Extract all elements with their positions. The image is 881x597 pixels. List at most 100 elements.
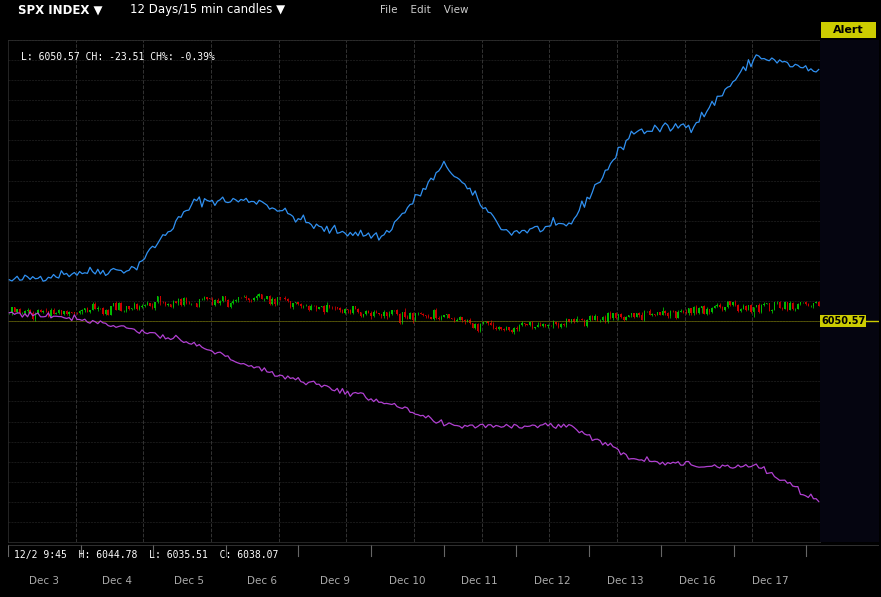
Bar [79,311,80,313]
Text: Dec 17: Dec 17 [751,576,788,586]
Bar [425,315,426,316]
Bar [412,313,413,320]
Bar [768,303,770,310]
Bar [121,303,122,311]
Bar [92,304,93,310]
Bar [599,319,601,321]
Bar [402,312,403,323]
Bar [146,303,148,304]
Bar [347,309,348,310]
Bar [89,310,91,312]
Bar [464,320,465,321]
Bar [399,315,400,323]
Bar [24,310,26,313]
Bar [448,315,450,318]
Bar [383,312,385,316]
Bar [69,312,70,314]
Bar [138,307,140,309]
Bar [552,322,554,325]
Bar [246,297,247,298]
Bar [129,306,130,309]
Text: Dec 10: Dec 10 [389,576,426,586]
Bar [255,296,257,297]
Bar [602,316,603,319]
Bar [477,324,478,331]
Bar [53,309,55,313]
Bar [753,307,754,312]
Bar [584,319,585,326]
Bar [204,297,205,298]
Bar [131,308,132,309]
Bar [508,327,510,330]
Bar [310,306,312,310]
Bar [659,312,661,315]
Bar [323,306,325,312]
Bar [344,309,345,313]
Bar [222,296,224,301]
Bar [732,302,734,305]
Bar [173,301,174,307]
Bar [563,324,565,325]
Bar [350,310,351,313]
Bar [696,307,697,313]
Bar [258,294,260,296]
Bar [107,309,109,315]
Bar [157,297,159,302]
Bar [714,306,715,308]
Bar [118,303,119,309]
Bar [485,321,486,322]
Bar [454,319,455,321]
Bar [716,304,718,306]
Bar [688,308,689,313]
Text: Dec 5: Dec 5 [174,576,204,586]
Bar [415,313,416,320]
Bar [307,306,309,310]
Bar [708,309,710,312]
Bar [745,306,746,310]
Bar [472,324,473,328]
Text: Dec 16: Dec 16 [679,576,716,586]
Bar [703,306,705,314]
Bar [555,322,557,324]
Bar [594,316,596,320]
Bar [514,328,515,333]
Bar [37,310,39,313]
Bar [34,313,36,319]
Bar [42,311,44,312]
Bar [277,297,278,304]
Bar [479,324,481,331]
Bar [170,304,172,307]
Bar [17,309,18,312]
Bar [537,325,538,327]
Text: Dec 3: Dec 3 [29,576,59,586]
Bar [178,299,179,303]
Bar [620,315,622,317]
Bar [126,306,127,311]
Bar [612,313,614,318]
Bar [326,305,328,312]
Bar [94,304,96,309]
Bar [165,303,167,305]
Bar [102,308,104,314]
Text: L: 6050.57 CH: -23.51 CH%: -0.39%: L: 6050.57 CH: -23.51 CH%: -0.39% [21,52,215,62]
Bar [375,312,377,313]
Bar [816,301,817,303]
Text: 6050.57: 6050.57 [821,316,865,325]
Bar [269,296,270,303]
Bar [722,307,723,310]
Bar [295,302,296,303]
Bar [818,301,819,306]
Bar [159,297,161,302]
Bar [29,310,31,313]
Bar [363,314,364,316]
Bar [115,303,116,309]
Bar [604,316,606,322]
Bar [615,313,617,318]
Bar [300,304,301,306]
Bar [410,313,411,319]
Bar [225,296,226,300]
Bar [84,308,85,310]
Bar [763,304,765,305]
Bar [370,313,372,316]
Bar [511,330,513,333]
